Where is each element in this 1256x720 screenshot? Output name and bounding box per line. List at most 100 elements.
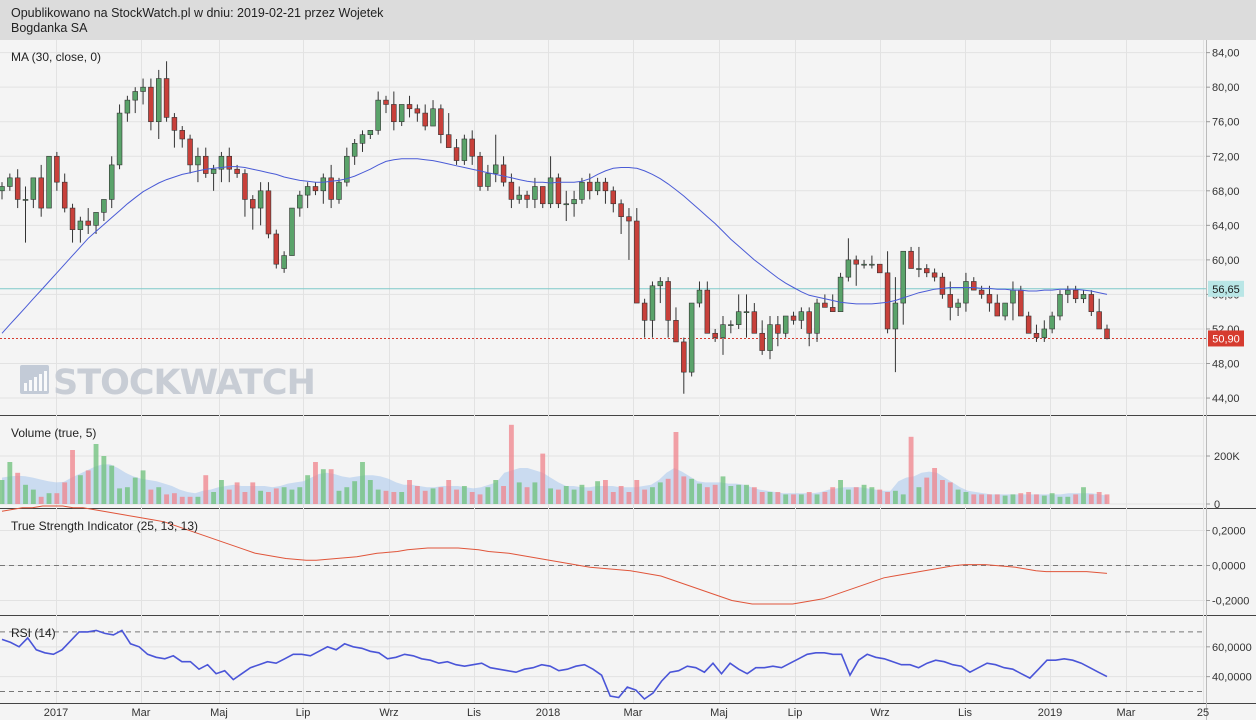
volume-bar <box>767 492 773 504</box>
tsi-pane-label: True Strength Indicator (25, 13, 13) <box>11 519 198 533</box>
candle-body <box>728 324 734 326</box>
volume-bar <box>1041 495 1047 504</box>
volume-bar <box>93 444 99 504</box>
candle-body <box>148 86 154 123</box>
candle <box>54 151 60 191</box>
candle-body <box>210 168 217 174</box>
candle <box>38 164 44 217</box>
candle-body <box>312 186 319 192</box>
volume-bar <box>375 489 381 504</box>
candle-body <box>171 117 178 131</box>
candle <box>1002 302 1008 321</box>
volume-bar <box>587 490 593 504</box>
candle <box>171 113 178 148</box>
candle-body <box>1065 289 1071 295</box>
candle-body <box>375 99 381 131</box>
candle-body <box>955 302 961 308</box>
candle-body <box>234 168 240 174</box>
candle-body <box>688 302 695 373</box>
volume-bar <box>501 486 506 504</box>
candle <box>438 104 444 144</box>
candle <box>688 302 695 377</box>
candle-body <box>594 181 601 192</box>
candle <box>500 156 507 187</box>
candle-body <box>516 194 522 200</box>
candle <box>790 311 797 325</box>
volume-bar <box>211 492 217 504</box>
volume-bar <box>1049 493 1055 504</box>
candle-body <box>485 173 491 187</box>
candle <box>806 307 812 347</box>
candle-body <box>297 194 303 209</box>
candle <box>696 281 703 308</box>
volume-bar <box>540 453 546 504</box>
candle <box>892 277 899 373</box>
candle-body <box>265 190 272 235</box>
rsi-line <box>1 629 1108 701</box>
candle-body <box>453 147 460 161</box>
volume-bar <box>1096 492 1102 504</box>
volume-bar <box>109 465 115 504</box>
candle <box>563 190 569 222</box>
watermark-logo-bar <box>34 377 37 391</box>
candle <box>61 173 68 213</box>
candle-body <box>1080 294 1087 300</box>
candle-body <box>492 164 499 174</box>
volume-bar <box>845 489 851 504</box>
candle-body <box>798 311 805 321</box>
candle-body <box>540 186 546 205</box>
volume-bar <box>367 480 373 504</box>
candle-body <box>414 108 421 114</box>
volume-bar <box>360 462 365 504</box>
candle <box>7 173 13 191</box>
volume-bar <box>673 432 679 504</box>
candle <box>195 147 201 183</box>
watermark-logo-bar <box>44 371 47 391</box>
volume-bar <box>689 478 695 504</box>
ma-value-badge-text: 56,65 <box>1212 284 1240 296</box>
x-tick-label: 2018 <box>536 707 560 719</box>
candle <box>782 315 789 338</box>
volume-bar <box>657 482 663 504</box>
volume-bar <box>407 480 412 504</box>
volume-bar <box>203 475 209 504</box>
candle-body <box>1002 302 1008 317</box>
volume-bar <box>344 487 350 504</box>
candle-body <box>61 181 68 209</box>
candle-body <box>924 268 930 274</box>
volume-bar <box>1104 494 1110 504</box>
candle <box>383 95 389 114</box>
candle <box>634 208 640 304</box>
candle <box>657 277 664 304</box>
candle <box>673 307 679 343</box>
volume-bar <box>117 488 122 504</box>
candle-body <box>367 130 374 135</box>
volume-bar <box>226 489 232 504</box>
candle <box>391 91 397 131</box>
watermark-text: STOCKWATCH <box>53 363 315 403</box>
candle <box>351 138 358 165</box>
volume-bar <box>1010 494 1016 504</box>
candle <box>681 337 687 394</box>
candle <box>320 173 327 204</box>
volume-bar <box>1034 494 1039 504</box>
candle <box>579 177 585 204</box>
candle <box>837 272 844 312</box>
price-pane-label: MA (30, close, 0) <box>11 50 102 64</box>
candle <box>712 328 718 342</box>
candle <box>814 298 820 342</box>
volume-bar <box>516 482 522 504</box>
volume-bar <box>971 494 977 504</box>
volume-tick-label: 200K <box>1214 451 1240 463</box>
candle <box>665 277 671 338</box>
candle-body <box>187 138 193 166</box>
candle-body <box>116 112 123 166</box>
ma-line <box>1 158 1108 334</box>
candle-body <box>108 164 115 200</box>
candle-body <box>140 86 146 92</box>
candle-body <box>971 281 977 291</box>
candle-body <box>931 272 938 278</box>
candle-body <box>1049 315 1055 330</box>
volume-bar <box>806 492 812 504</box>
